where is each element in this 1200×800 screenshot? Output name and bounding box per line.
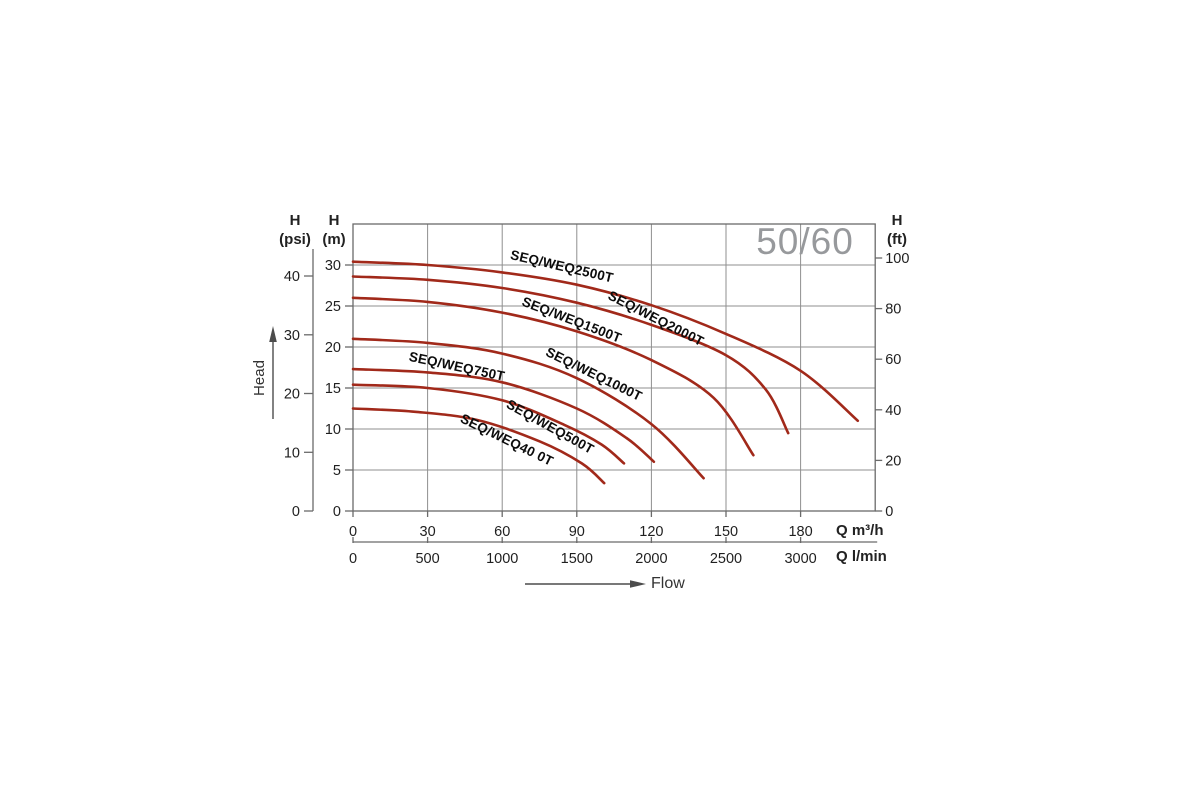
lmin-tick-label: 1500 [561,551,593,567]
pump-curve-3 [351,337,705,480]
m-tick-label: 5 [333,463,341,479]
ft-tick-label: 0 [885,504,893,520]
psi-tick-label: 10 [284,445,300,461]
lmin-tick-label: 1000 [486,551,518,567]
m-axis-header-unit: (m) [322,231,346,248]
pump-curve-4 [351,367,656,464]
psi-tick-label: 0 [292,504,300,520]
psi-axis-header-unit: (psi) [279,231,311,248]
m-axis-header: H (m) [312,211,356,249]
lmin-tick-label: 2500 [710,551,742,567]
ft-axis-header: H (ft) [875,211,919,249]
psi-axis-header-symbol: H [289,212,301,229]
psi-axis-header: H (psi) [273,211,317,249]
m3h-tick-label: 0 [349,524,357,540]
m3h-tick-label: 90 [569,524,585,540]
lmin-tick-label: 3000 [784,551,816,567]
pump-curve-5 [351,383,626,465]
pump-curve-label-4: SEQ/WEQ750T [408,349,507,384]
pump-curve-label-3: SEQ/WEQ1000T [543,344,645,404]
head-axis-label: Head [251,360,268,396]
ft-tick-label: 40 [885,403,901,419]
ft-tick-label: 20 [885,453,901,469]
flow-unit-lmin-label: Q l/min [836,548,887,565]
m-tick-label: 20 [325,340,341,356]
pump-curve-label-0: SEQ/WEQ2500T [509,247,615,285]
psi-tick-label: 30 [284,328,300,344]
ft-axis-header-unit: (ft) [887,231,907,248]
m-tick-label: 15 [325,381,341,397]
m3h-tick-label: 180 [788,524,812,540]
ft-tick-label: 80 [885,302,901,318]
pump-curve-0 [351,260,860,423]
m3h-tick-label: 120 [639,524,663,540]
lmin-tick-label: 500 [415,551,439,567]
flow-unit-m3h-label: Q m³/h [836,522,884,539]
frequency-badge: 50/60 [756,221,854,262]
pump-curve-2 [351,296,755,457]
pump-curve-6 [351,407,606,485]
m-tick-label: 10 [325,422,341,438]
ft-axis-header-symbol: H [891,212,903,229]
psi-tick-label: 40 [284,269,300,285]
lmin-tick-label: 2000 [635,551,667,567]
psi-tick-label: 20 [284,387,300,403]
pump-curve-1 [351,275,790,435]
lmin-tick-label: 0 [349,551,357,567]
head-arrow-icon [269,326,277,342]
flow-axis-label: Flow [651,575,685,592]
flow-arrow-icon [630,580,646,588]
m-axis-header-symbol: H [328,212,340,229]
ft-tick-label: 100 [885,251,909,267]
m-tick-label: 0 [333,504,341,520]
m3h-tick-label: 150 [714,524,738,540]
m-tick-label: 30 [325,258,341,274]
ft-tick-label: 60 [885,352,901,368]
m-tick-label: 25 [325,299,341,315]
m3h-tick-label: 30 [420,524,436,540]
m3h-tick-label: 60 [494,524,510,540]
plot-border [352,223,876,512]
